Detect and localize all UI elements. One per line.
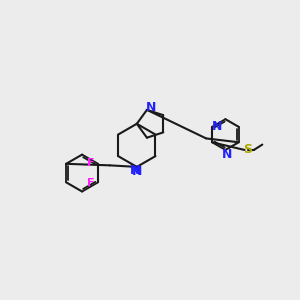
Text: N: N	[146, 101, 156, 114]
Text: N: N	[130, 164, 140, 177]
Text: N: N	[222, 148, 232, 161]
Text: N: N	[212, 120, 222, 133]
Text: N: N	[132, 165, 142, 178]
Text: S: S	[243, 143, 252, 157]
Text: F: F	[87, 158, 94, 168]
Text: F: F	[87, 178, 94, 188]
